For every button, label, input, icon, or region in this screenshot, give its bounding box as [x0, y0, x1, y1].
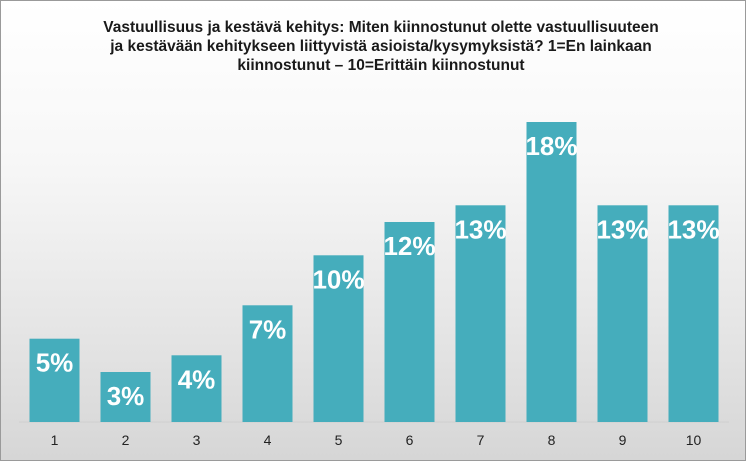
bar-4 [242, 305, 293, 422]
chart-title-line-1: Vastuullisuus ja kestävä kehitys: Miten … [103, 19, 659, 36]
data-label-1: 5% [36, 348, 74, 378]
x-tick-label-1: 1 [51, 432, 59, 448]
data-label-6: 12% [383, 231, 435, 261]
data-label-4: 7% [249, 314, 287, 344]
bar-8 [526, 122, 577, 422]
x-tick-label-6: 6 [406, 432, 414, 448]
data-label-8: 18% [525, 131, 577, 161]
x-tick-label-8: 8 [548, 432, 556, 448]
bar-7 [455, 205, 506, 422]
data-label-5: 10% [312, 264, 364, 294]
bar-2 [100, 372, 151, 422]
x-tick-label-3: 3 [193, 432, 201, 448]
chart-title: Vastuullisuus ja kestävä kehitys: Miten … [61, 18, 701, 75]
chart-title-line-3: kiinnostunut – 10=Erittäin kiinnostunut [237, 57, 525, 74]
x-tick-labels: 1 2 3 4 5 6 7 8 9 10 [51, 432, 702, 448]
x-tick-label-5: 5 [335, 432, 343, 448]
data-label-2: 3% [107, 381, 145, 411]
x-tick-label-2: 2 [122, 432, 130, 448]
bar-5 [313, 255, 364, 422]
x-tick-label-9: 9 [619, 432, 627, 448]
data-labels: 5% 3% 4% 7% 10% 12% 13% 18% 13% 13% [36, 131, 720, 411]
data-label-3: 4% [178, 364, 216, 394]
bar-10 [668, 205, 719, 422]
x-tick-label-7: 7 [477, 432, 485, 448]
bar-1 [29, 338, 80, 422]
chart-title-line-2: ja kestävään kehitykseen liittyvistä asi… [110, 38, 652, 55]
x-tick-label-10: 10 [686, 432, 702, 448]
bar-3 [171, 355, 222, 422]
data-label-10: 13% [667, 214, 719, 244]
data-label-9: 13% [596, 214, 648, 244]
data-label-7: 13% [454, 214, 506, 244]
bar-series [29, 122, 719, 422]
x-tick-label-4: 4 [264, 432, 272, 448]
bar-6 [384, 222, 435, 422]
bar-9 [597, 205, 648, 422]
